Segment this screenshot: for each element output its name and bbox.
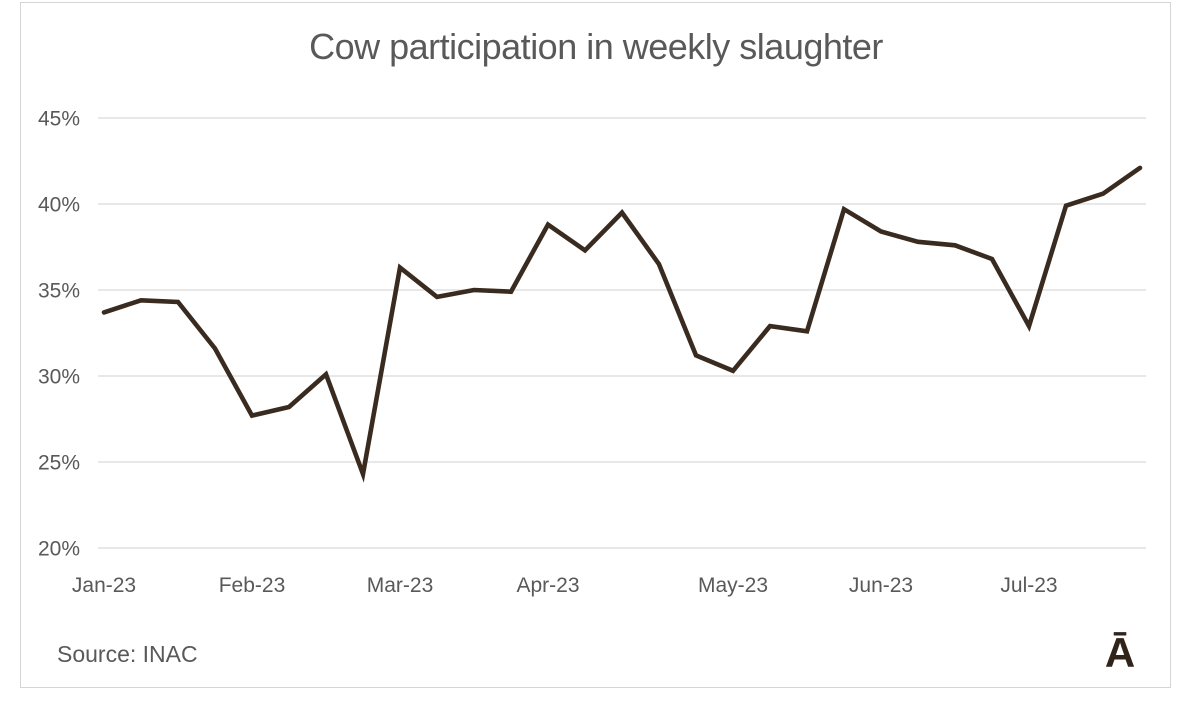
x-axis-label: Apr-23 xyxy=(516,574,579,597)
x-axis-label: Mar-23 xyxy=(367,574,434,597)
x-axis-label: Jun-23 xyxy=(849,574,913,597)
y-axis-tick-label: 40% xyxy=(38,194,80,217)
x-axis-label: Jul-23 xyxy=(1000,574,1057,597)
y-axis-tick-label: 25% xyxy=(38,452,80,475)
y-axis-tick-label: 30% xyxy=(38,366,80,389)
y-axis-tick-label: 35% xyxy=(38,280,80,303)
data-line xyxy=(101,165,1143,483)
x-axis-label: Jan-23 xyxy=(72,574,136,597)
brand-logo-icon: Ā xyxy=(1104,629,1136,676)
x-axis-label: May-23 xyxy=(698,574,768,597)
y-axis-tick-label: 20% xyxy=(38,538,80,561)
chart-title: Cow participation in weekly slaughter xyxy=(309,26,883,67)
x-axis-label: Feb-23 xyxy=(219,574,286,597)
y-axis-tick-label: 45% xyxy=(38,108,80,131)
source-note: Source: INAC xyxy=(57,641,198,667)
